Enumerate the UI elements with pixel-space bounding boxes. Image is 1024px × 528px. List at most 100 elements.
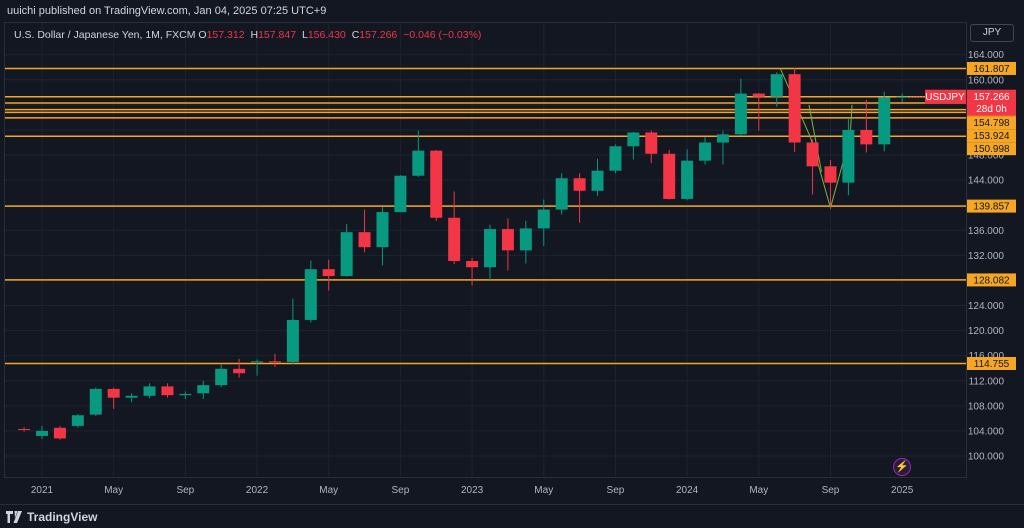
candle-body — [699, 142, 712, 161]
candle-body — [340, 232, 353, 277]
candle-body — [36, 430, 48, 436]
y-tick-label: 160.000 — [968, 75, 1005, 86]
candle-body — [860, 129, 873, 145]
candle-body — [484, 229, 496, 268]
candles — [18, 67, 966, 440]
open-label: O — [198, 29, 207, 41]
candle-body — [681, 160, 694, 199]
candle-body — [501, 229, 514, 251]
level-label: 128.082 — [973, 275, 1010, 286]
y-tick-label: 132.000 — [968, 251, 1005, 262]
candle-body — [716, 134, 729, 143]
candle-body — [376, 212, 389, 248]
x-tick-label: 2024 — [676, 485, 699, 496]
candle-body — [788, 74, 801, 143]
candle-body — [179, 393, 192, 396]
x-tick-label: Sep — [176, 485, 194, 496]
brand-name: TradingView — [27, 510, 98, 524]
x-tick-label: May — [104, 485, 123, 496]
candle-body — [412, 150, 425, 176]
current-price-box — [967, 89, 1016, 116]
candle-body — [448, 217, 461, 262]
level-label-box — [967, 61, 1016, 75]
y-tick-label: 148.000 — [968, 151, 1005, 162]
trend-line — [808, 104, 823, 173]
countdown-label: 28d 0h — [976, 104, 1007, 115]
candle-body — [627, 132, 640, 147]
high-value: 157.847 — [258, 29, 297, 41]
level-label: 153.924 — [973, 131, 1010, 142]
level-label-box — [967, 129, 1016, 143]
candle-body — [663, 153, 676, 199]
level-label: 150.998 — [973, 144, 1010, 155]
candle-body — [537, 209, 550, 229]
currency-button[interactable]: JPY — [970, 24, 1014, 42]
time-axis: 2021 May Sep 2022 May Sep 2023 May Sep 2024 May Sep… — [31, 485, 914, 496]
x-tick-label: 2021 — [31, 485, 54, 496]
horizontal-levels — [5, 67, 966, 365]
x-tick-label: May — [749, 485, 768, 496]
candle-body — [125, 395, 138, 398]
candle-body — [251, 361, 264, 363]
candle-body — [573, 178, 586, 191]
candle-body — [53, 427, 66, 439]
candle-body — [71, 415, 84, 426]
x-tick-label: May — [534, 485, 553, 496]
publish-info: uuichi published on TradingView.com, Jan… — [7, 5, 327, 17]
y-tick-label: 120.000 — [968, 326, 1005, 337]
lightning-icon[interactable]: ⚡ — [893, 458, 911, 476]
candle-body — [752, 93, 765, 97]
footer-bar: TradingView — [0, 504, 1024, 528]
level-label-box — [967, 273, 1016, 287]
x-tick-label: Sep — [822, 485, 840, 496]
candle-body — [734, 93, 747, 135]
y-tick-label: 112.000 — [969, 376, 1005, 387]
candle-body — [878, 97, 891, 145]
candle-body — [394, 175, 407, 213]
current-symbol-box — [925, 89, 966, 104]
x-tick-label: 2022 — [246, 485, 269, 496]
y-tick-label: 100.000 — [968, 452, 1005, 463]
high-label: H — [250, 29, 259, 41]
candle-body — [268, 361, 281, 363]
candle-body — [555, 178, 568, 210]
candle-body — [519, 228, 532, 251]
candle-body — [322, 269, 335, 277]
x-tick-label: 2025 — [891, 485, 914, 496]
y-tick-label: 124.000 — [968, 301, 1005, 312]
low-label: L — [301, 29, 308, 41]
current-price-label: 157.266 — [973, 92, 1010, 103]
y-tick-label: 116.000 — [969, 351, 1005, 362]
y-tick-label: 108.000 — [968, 401, 1005, 412]
candle-body — [645, 132, 658, 154]
level-label: 154.798 — [973, 118, 1010, 129]
symbol-legend[interactable]: U.S. Dollar / Japanese Yen, 1M, FXCM O15… — [14, 29, 484, 41]
current-symbol-label: USDJPY — [925, 92, 965, 103]
level-label: 161.807 — [973, 64, 1010, 75]
y-tick-label: 104.000 — [968, 426, 1005, 437]
candle-body — [197, 385, 210, 394]
x-tick-label: May — [319, 485, 338, 496]
candle-body — [591, 170, 604, 191]
tradingview-logo-icon — [6, 511, 22, 523]
candle-body — [215, 368, 228, 386]
candle-body — [430, 150, 443, 218]
x-tick-label: Sep — [607, 485, 625, 496]
open-value: 157.312 — [206, 29, 245, 41]
change-value: −0.046 (−0.03%) — [403, 29, 482, 41]
level-labels: 161.807155.237154.798153.924150.998139.8… — [925, 61, 1016, 370]
candle-body — [18, 429, 31, 431]
close-value: 157.266 — [359, 29, 398, 41]
candle-body — [143, 386, 156, 396]
y-tick-label: 144.000 — [968, 176, 1005, 187]
level-label: 139.857 — [973, 202, 1010, 213]
candle-body — [609, 146, 622, 171]
candle-body — [896, 96, 909, 98]
candle-body — [842, 129, 855, 183]
level-label-box — [967, 199, 1016, 213]
close-label: C — [351, 29, 360, 41]
candle-body — [806, 142, 819, 167]
level-label-box — [967, 142, 1016, 156]
chart-panel[interactable] — [4, 22, 967, 478]
